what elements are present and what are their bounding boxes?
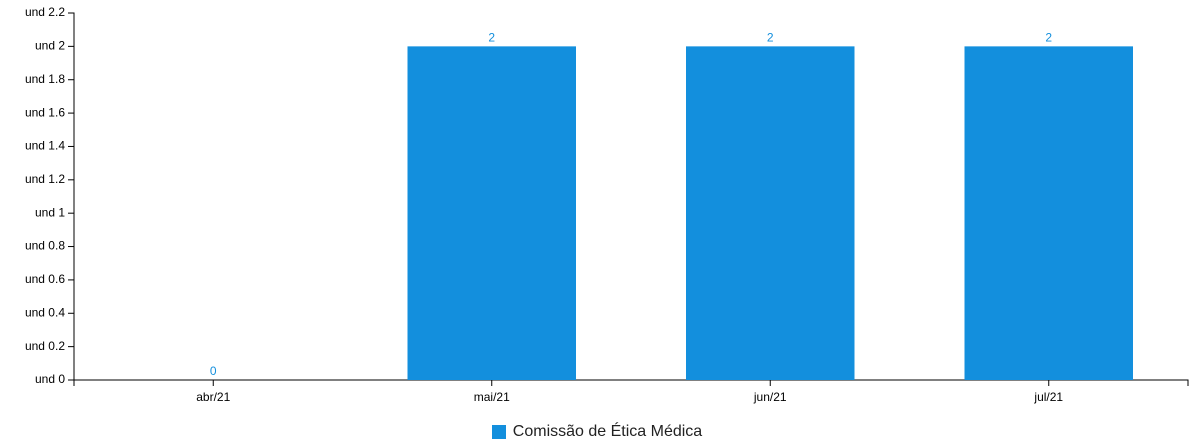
y-tick-label: und 1.4: [25, 139, 65, 153]
legend-swatch: [491, 425, 506, 439]
y-tick-label: und 0.4: [25, 305, 65, 319]
y-tick-label: und 0: [35, 372, 65, 386]
bar[interactable]: [686, 46, 855, 380]
y-tick-label: und 1.2: [25, 172, 65, 186]
y-axis: und 0 und 0.2 und 0.4 und 0.6 und 0.8 und 1 un…: [25, 5, 75, 386]
y-tick-label: und 2.2: [25, 5, 65, 19]
y-tick-label: und 0.8: [25, 239, 65, 253]
x-tick-label: jul/21: [1033, 390, 1063, 404]
x-tick-label: jun/21: [753, 390, 787, 404]
y-tick-label: und 1: [35, 205, 65, 219]
y-tick-label: und 1.6: [25, 105, 65, 119]
x-axis: abr/21 mai/21 jun/21 jul/21: [73, 379, 1189, 404]
bar-value-label: 2: [1045, 30, 1052, 44]
y-tick-label: und 0.6: [25, 272, 65, 286]
bar-value-label: 0: [210, 364, 217, 378]
y-tick-label: und 2: [35, 39, 65, 53]
y-tick-label: und 1.8: [25, 72, 65, 86]
legend-label: Comissão de Ética Médica: [512, 423, 703, 440]
x-tick-label: mai/21: [474, 390, 510, 404]
bar-value-label: 2: [767, 30, 774, 44]
bar[interactable]: [407, 46, 576, 380]
data-labels: 0 2 2 2: [210, 30, 1053, 378]
y-tick-label: und 0.2: [25, 339, 65, 353]
x-axis-line: [73, 379, 1189, 386]
x-tick-label: abr/21: [196, 390, 230, 404]
legend[interactable]: Comissão de Ética Médica: [0, 423, 1194, 441]
bar-series: [407, 46, 1133, 380]
bar[interactable]: [964, 46, 1133, 380]
y-axis-line: [68, 12, 75, 381]
bar-value-label: 2: [488, 30, 495, 44]
